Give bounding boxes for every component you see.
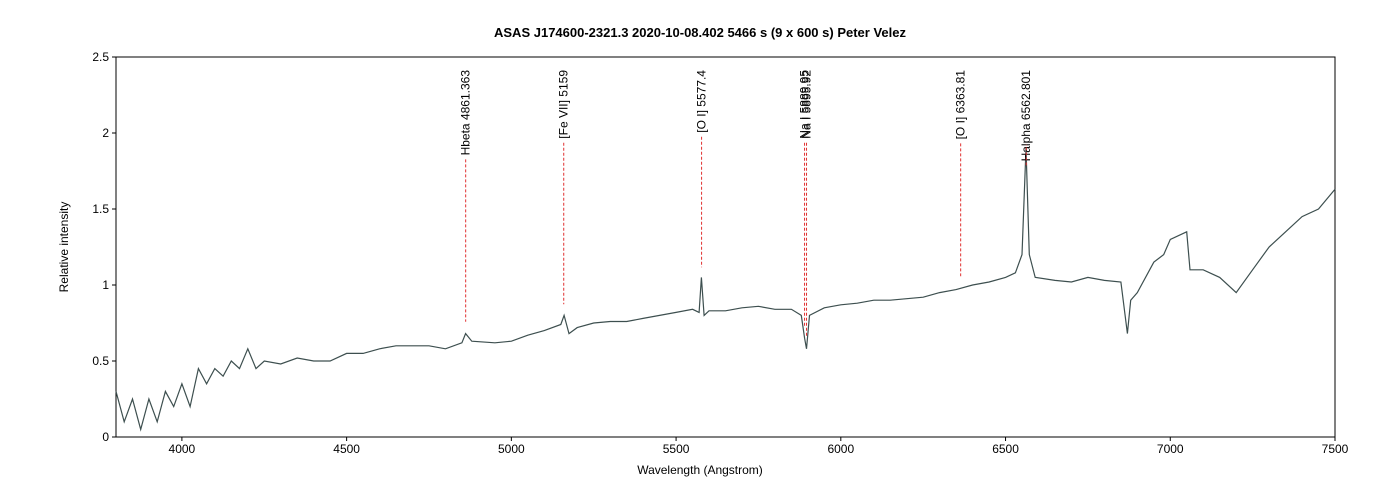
y-tick-label: 1.5 <box>92 202 109 216</box>
x-tick-label: 5000 <box>498 442 525 456</box>
line-id-label: Hbeta 4861.363 <box>459 70 473 156</box>
x-tick-label: 4000 <box>169 442 196 456</box>
line-id-label: [O I] 6363.81 <box>954 70 968 140</box>
x-tick-label: 4500 <box>333 442 360 456</box>
y-tick-label: 0.5 <box>92 354 109 368</box>
plot-frame <box>115 56 1336 438</box>
x-axis-label: Wavelength (Angstrom) <box>637 463 763 477</box>
y-tick-label: 1 <box>102 278 109 292</box>
y-tick-label: 2.5 <box>92 50 109 64</box>
x-tick-label: 7500 <box>1322 442 1349 456</box>
x-tick-label: 7000 <box>1157 442 1184 456</box>
line-id-label: Na I 5889.95 <box>798 70 812 139</box>
y-axis-label: Relative intensity <box>57 202 71 293</box>
y-tick-label: 2 <box>102 126 109 140</box>
line-id-label: [Fe VII] 5159 <box>557 70 571 139</box>
line-id-label: Halpha 6562.801 <box>1019 70 1033 162</box>
y-tick-label: 0 <box>102 430 109 444</box>
x-tick-label: 6500 <box>992 442 1019 456</box>
line-id-label: [O I] 5577.4 <box>695 70 709 133</box>
x-tick-label: 5500 <box>663 442 690 456</box>
line-id-label: Na I 5895.92 <box>800 70 814 139</box>
chart-title: ASAS J174600-2321.3 2020-10-08.402 5466 … <box>494 25 906 40</box>
x-tick-label: 6000 <box>827 442 854 456</box>
spectrum-line <box>115 148 1336 432</box>
